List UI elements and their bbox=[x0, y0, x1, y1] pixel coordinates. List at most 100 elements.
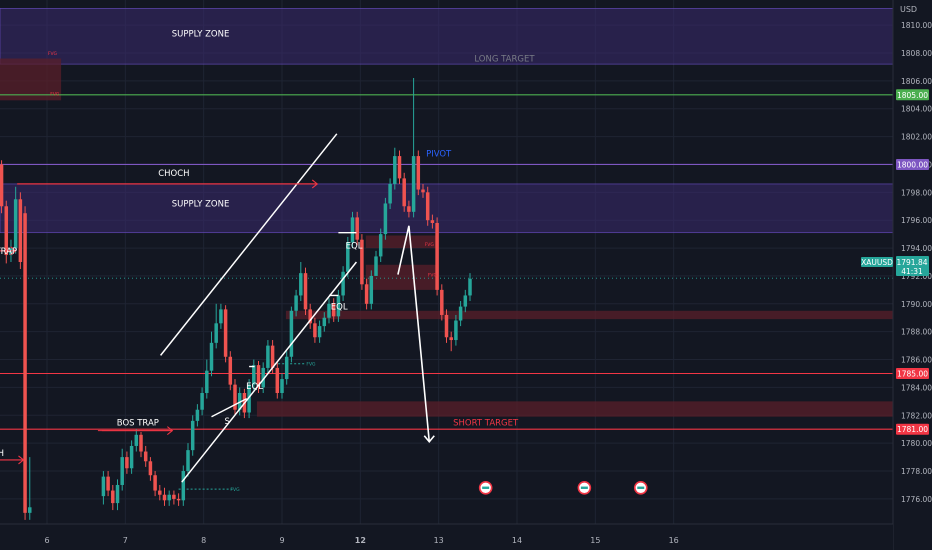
candle-bearish[interactable] bbox=[355, 217, 359, 240]
candle-bullish[interactable] bbox=[317, 326, 322, 338]
time-tick-label: 16 bbox=[669, 536, 679, 545]
candle-bullish[interactable] bbox=[369, 275, 374, 304]
candle-bullish[interactable] bbox=[13, 199, 18, 249]
candle-bearish[interactable] bbox=[256, 365, 261, 388]
candle-bullish[interactable] bbox=[346, 242, 350, 272]
price-tick-label: 1782.00 bbox=[901, 411, 932, 420]
candle-bearish[interactable] bbox=[176, 498, 181, 501]
price-tag-text: 1781.00 bbox=[897, 425, 928, 434]
candle-bearish[interactable] bbox=[313, 323, 317, 338]
candle-bearish[interactable] bbox=[430, 220, 435, 223]
candle-bullish[interactable] bbox=[9, 248, 13, 256]
candle-bearish[interactable] bbox=[364, 284, 369, 304]
drawings[interactable] bbox=[0, 133, 435, 483]
candle-bearish[interactable] bbox=[303, 273, 308, 310]
candle-bullish[interactable] bbox=[284, 356, 289, 380]
candle-bullish[interactable] bbox=[134, 434, 139, 446]
candle-bearish[interactable] bbox=[416, 156, 421, 190]
candle-bullish[interactable] bbox=[252, 365, 256, 385]
candle-bullish[interactable] bbox=[458, 306, 463, 321]
candle-bullish[interactable] bbox=[261, 367, 265, 388]
candle-bullish[interactable] bbox=[205, 370, 209, 393]
candle-bullish[interactable] bbox=[167, 494, 171, 501]
candle-bullish[interactable] bbox=[411, 156, 416, 212]
candle-bearish[interactable] bbox=[228, 356, 233, 385]
candle-bullish[interactable] bbox=[454, 320, 458, 341]
candle-bearish[interactable] bbox=[421, 189, 425, 193]
candle-bearish[interactable] bbox=[162, 494, 167, 501]
candle-bullish[interactable] bbox=[468, 278, 472, 296]
candle-bearish[interactable] bbox=[425, 192, 430, 221]
candle-bullish[interactable] bbox=[378, 234, 383, 257]
candle-bullish[interactable] bbox=[28, 507, 32, 513]
candle-bearish[interactable] bbox=[440, 289, 444, 315]
candle-bearish[interactable] bbox=[435, 222, 439, 290]
candle-bullish[interactable] bbox=[101, 476, 106, 497]
candle-bearish[interactable] bbox=[360, 239, 364, 285]
candle-bearish[interactable] bbox=[125, 457, 129, 469]
candle-bullish[interactable] bbox=[115, 484, 120, 504]
candle-bearish[interactable] bbox=[111, 490, 115, 504]
candle-bearish[interactable] bbox=[18, 199, 23, 262]
price-axis[interactable]: USD 1810.001808.001806.001804.001802.001… bbox=[861, 0, 932, 550]
channel-line[interactable] bbox=[159, 133, 338, 356]
channel-line[interactable] bbox=[181, 261, 358, 483]
candle-bullish[interactable] bbox=[181, 471, 186, 501]
candle-bearish[interactable] bbox=[233, 384, 237, 410]
drawing-segment[interactable] bbox=[211, 397, 248, 418]
candle-bearish[interactable] bbox=[4, 206, 9, 256]
candle-bearish[interactable] bbox=[0, 164, 4, 207]
candle-bullish[interactable] bbox=[463, 295, 468, 307]
candle-bearish[interactable] bbox=[397, 156, 402, 179]
candle-bearish[interactable] bbox=[153, 475, 157, 491]
fvg-tag: FVG bbox=[425, 242, 435, 248]
candle-bullish[interactable] bbox=[209, 342, 214, 371]
candle-bullish[interactable] bbox=[299, 273, 303, 296]
candle-bullish[interactable] bbox=[280, 379, 284, 393]
candle-bullish[interactable] bbox=[336, 295, 341, 317]
candle-bearish[interactable] bbox=[106, 476, 110, 491]
candle-bearish[interactable] bbox=[139, 434, 143, 452]
candle-bearish[interactable] bbox=[308, 309, 312, 324]
candle-bullish[interactable] bbox=[388, 183, 392, 204]
candle-bearish[interactable] bbox=[172, 494, 176, 499]
candle-bullish[interactable] bbox=[374, 256, 378, 276]
candle-bearish[interactable] bbox=[275, 367, 280, 393]
candle-bearish[interactable] bbox=[444, 314, 449, 338]
candle-bullish[interactable] bbox=[186, 450, 190, 472]
candle-bullish[interactable] bbox=[322, 317, 327, 327]
candle-bearish[interactable] bbox=[223, 309, 228, 357]
candle-bullish[interactable] bbox=[190, 420, 195, 451]
price-tag-text: 1785.00 bbox=[897, 369, 928, 378]
candle-bullish[interactable] bbox=[350, 217, 355, 243]
candle-bullish[interactable] bbox=[237, 393, 242, 410]
candle-bullish[interactable] bbox=[120, 457, 124, 485]
candle-bullish[interactable] bbox=[383, 203, 388, 235]
candle-bullish[interactable] bbox=[247, 384, 251, 413]
candle-bullish[interactable] bbox=[393, 156, 397, 184]
candle-bullish[interactable] bbox=[289, 310, 294, 357]
candle-bullish[interactable] bbox=[294, 295, 298, 311]
candle-bearish[interactable] bbox=[331, 303, 336, 317]
candle-bullish[interactable] bbox=[266, 345, 270, 368]
candle-bearish[interactable] bbox=[158, 490, 162, 495]
candle-bullish[interactable] bbox=[341, 271, 345, 296]
candle-bearish[interactable] bbox=[148, 461, 153, 476]
candle-bullish[interactable] bbox=[200, 393, 204, 410]
candle-bullish[interactable] bbox=[195, 409, 200, 421]
candle-bearish[interactable] bbox=[407, 206, 411, 212]
candle-bullish[interactable] bbox=[219, 309, 223, 324]
projection-path[interactable] bbox=[397, 225, 431, 442]
time-axis[interactable]: 6 7 8 9 12 13 14 15 16 bbox=[0, 523, 893, 550]
candle-bullish[interactable] bbox=[327, 303, 331, 318]
candle-bearish[interactable] bbox=[270, 345, 275, 368]
candle-bearish[interactable] bbox=[23, 213, 27, 513]
price-tick-label: 1778.00 bbox=[901, 467, 932, 476]
candle-bullish[interactable] bbox=[214, 323, 218, 343]
candle-bullish[interactable] bbox=[129, 445, 134, 469]
candles[interactable] bbox=[0, 78, 472, 520]
candle-bearish[interactable] bbox=[143, 451, 148, 462]
candle-bearish[interactable] bbox=[402, 178, 406, 207]
candle-bearish[interactable] bbox=[449, 337, 453, 341]
